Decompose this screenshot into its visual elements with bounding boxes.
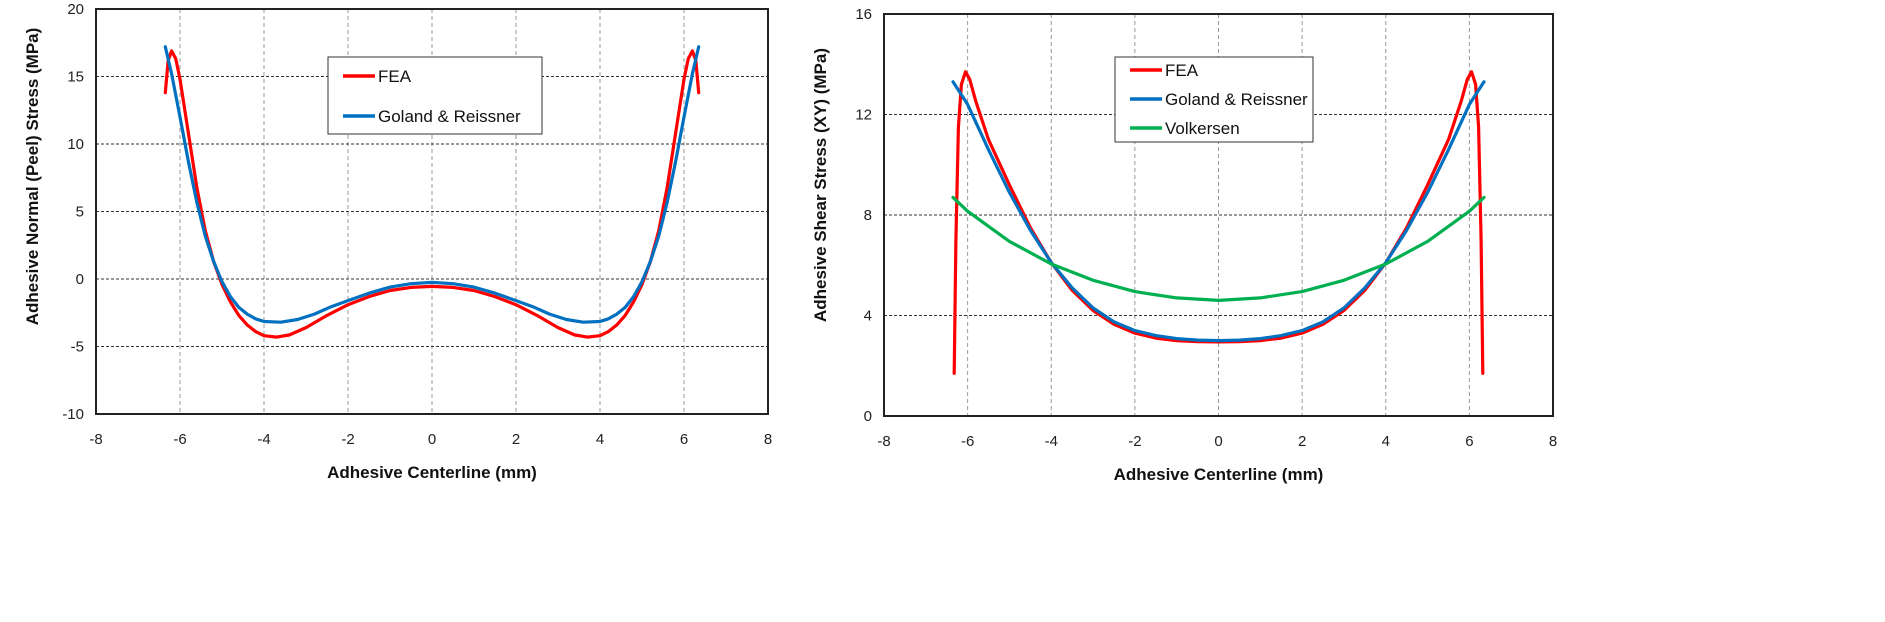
y-tick-label: 15	[67, 69, 84, 86]
legend-label: Volkersen	[1165, 119, 1240, 138]
chart-panel-2: -8 -6 -4 -2 0 2 4 6 8 0 4 8 12 16 FEA Goland & Reissner…	[811, 6, 1557, 484]
x-tick-label: 0	[1214, 433, 1222, 450]
y-tick-label: 16	[855, 6, 872, 23]
x-tick-label: 0	[428, 431, 436, 448]
x-tick-label: 8	[764, 431, 772, 448]
x-tick-label: -6	[961, 433, 974, 450]
y-tick-label: -10	[62, 406, 84, 423]
legend-label: FEA	[1165, 61, 1199, 80]
y-tick-label: 0	[864, 408, 872, 425]
legend-box	[327, 56, 543, 135]
x-tick-label: 4	[596, 431, 604, 448]
x-tick-label: 8	[1549, 433, 1557, 450]
y-tick-label: 4	[864, 308, 872, 325]
y-axis-title: Adhesive Shear Stress (XY) (MPa)	[811, 48, 830, 322]
legend-label: Goland & Reissner	[1165, 90, 1308, 109]
x-tick-label: -8	[89, 431, 102, 448]
plot-area-border	[883, 13, 1554, 417]
chart-panel-1: -8 -6 -4 -2 0 2 4 6 8 -10 -5 0 5 10 15 20 FEA Goland & Re…	[23, 1, 772, 482]
x-axis-title: Adhesive Centerline (mm)	[327, 463, 537, 482]
x-tick-label: 6	[1465, 433, 1473, 450]
legend: FEA Goland & Reissner	[327, 56, 543, 135]
y-axis-title: Adhesive Normal (Peel) Stress (MPa)	[23, 28, 42, 326]
y-tick-label: 20	[67, 1, 84, 18]
legend-label: Goland & Reissner	[378, 107, 521, 126]
y-tick-label: -5	[71, 339, 84, 356]
plot-area-border	[95, 8, 769, 415]
x-tick-label: -6	[173, 431, 186, 448]
x-tick-label: 6	[680, 431, 688, 448]
legend-label: FEA	[378, 67, 412, 86]
series-line-goland-reissner	[951, 80, 1486, 343]
x-tick-label: -4	[257, 431, 270, 448]
x-tick-label: -4	[1045, 433, 1058, 450]
legend: FEA Goland & Reissner Volkersen	[1114, 56, 1314, 143]
x-tick-label: 2	[1298, 433, 1306, 450]
x-tick-label: -2	[1128, 433, 1141, 450]
y-tick-label: 10	[67, 136, 84, 153]
y-tick-label: 5	[76, 204, 84, 221]
y-tick-label: 8	[864, 207, 872, 224]
series-line-volkersen	[951, 195, 1486, 302]
y-tick-label: 12	[855, 107, 872, 124]
x-tick-label: 2	[512, 431, 520, 448]
x-axis-title: Adhesive Centerline (mm)	[1114, 465, 1324, 484]
series-line-goland-reissner	[163, 45, 701, 324]
x-tick-label: -2	[341, 431, 354, 448]
x-tick-label: 4	[1382, 433, 1390, 450]
y-tick-label: 0	[76, 271, 84, 288]
x-tick-label: -8	[877, 433, 890, 450]
